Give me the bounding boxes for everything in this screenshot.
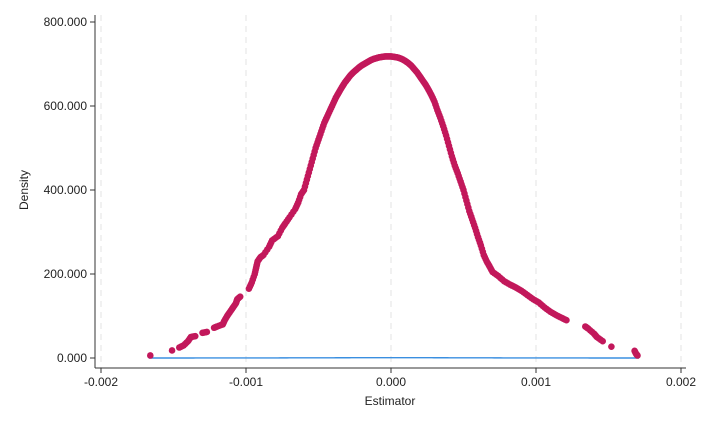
data-point <box>168 347 176 354</box>
y-axis-title: Density <box>17 170 31 210</box>
y-tick-label: 400.000 <box>44 183 88 197</box>
x-tick-label: 0.000 <box>376 375 406 389</box>
y-tick-label: 800.000 <box>44 15 88 29</box>
x-axis-title: Estimator <box>365 394 416 408</box>
y-tick-label: 0.000 <box>57 351 87 365</box>
data-point <box>203 328 211 336</box>
data-point <box>147 352 154 359</box>
data-point <box>599 337 606 345</box>
data-point <box>608 343 615 350</box>
y-tick-label: 600.000 <box>44 99 88 113</box>
y-axis-ticks: 0.000 200.000 400.000 600.000 800.000 <box>44 15 95 365</box>
x-tick-label: 0.001 <box>521 375 551 389</box>
data-point <box>191 332 199 340</box>
x-axis-ticks: -0.002 -0.001 0.000 0.001 0.002 <box>84 368 696 389</box>
data-point <box>236 293 244 300</box>
data-point <box>634 352 641 359</box>
data-point <box>563 316 570 324</box>
x-tick-label: -0.001 <box>229 375 263 389</box>
grid-lines <box>100 15 682 368</box>
y-tick-label: 200.000 <box>44 267 88 281</box>
kernel-density-points <box>147 53 641 359</box>
x-tick-label: -0.002 <box>84 375 118 389</box>
x-tick-label: 0.002 <box>666 375 696 389</box>
